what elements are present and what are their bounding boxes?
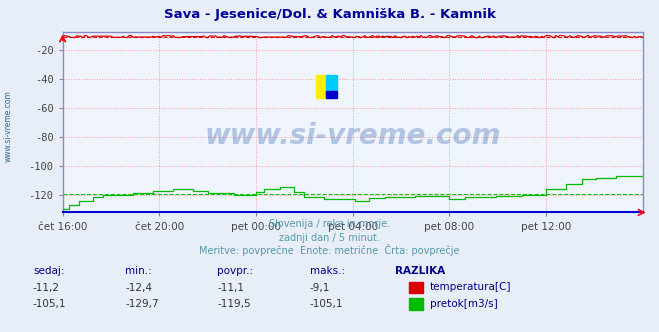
Text: -11,1: -11,1 [217, 283, 244, 292]
Text: -9,1: -9,1 [310, 283, 330, 292]
Text: min.:: min.: [125, 266, 152, 276]
Text: -12,4: -12,4 [125, 283, 152, 292]
Text: -105,1: -105,1 [33, 299, 67, 309]
FancyBboxPatch shape [326, 75, 337, 91]
Text: Sava - Jesenice/Dol. & Kamniška B. - Kamnik: Sava - Jesenice/Dol. & Kamniška B. - Kam… [163, 8, 496, 22]
Text: povpr.:: povpr.: [217, 266, 254, 276]
FancyBboxPatch shape [326, 91, 337, 99]
Text: -11,2: -11,2 [33, 283, 60, 292]
Text: -129,7: -129,7 [125, 299, 159, 309]
Text: -119,5: -119,5 [217, 299, 251, 309]
Text: sedaj:: sedaj: [33, 266, 65, 276]
FancyBboxPatch shape [316, 75, 326, 99]
Text: RAZLIKA: RAZLIKA [395, 266, 445, 276]
Text: -105,1: -105,1 [310, 299, 343, 309]
Text: Slovenija / reke in morje.: Slovenija / reke in morje. [269, 219, 390, 229]
Text: www.si-vreme.com: www.si-vreme.com [204, 123, 501, 150]
Text: temperatura[C]: temperatura[C] [430, 283, 511, 292]
Text: pretok[m3/s]: pretok[m3/s] [430, 299, 498, 309]
Text: Meritve: povprečne  Enote: metrične  Črta: povprečje: Meritve: povprečne Enote: metrične Črta:… [199, 244, 460, 256]
Text: www.si-vreme.com: www.si-vreme.com [3, 90, 13, 162]
Text: maks.:: maks.: [310, 266, 345, 276]
Text: zadnji dan / 5 minut.: zadnji dan / 5 minut. [279, 233, 380, 243]
